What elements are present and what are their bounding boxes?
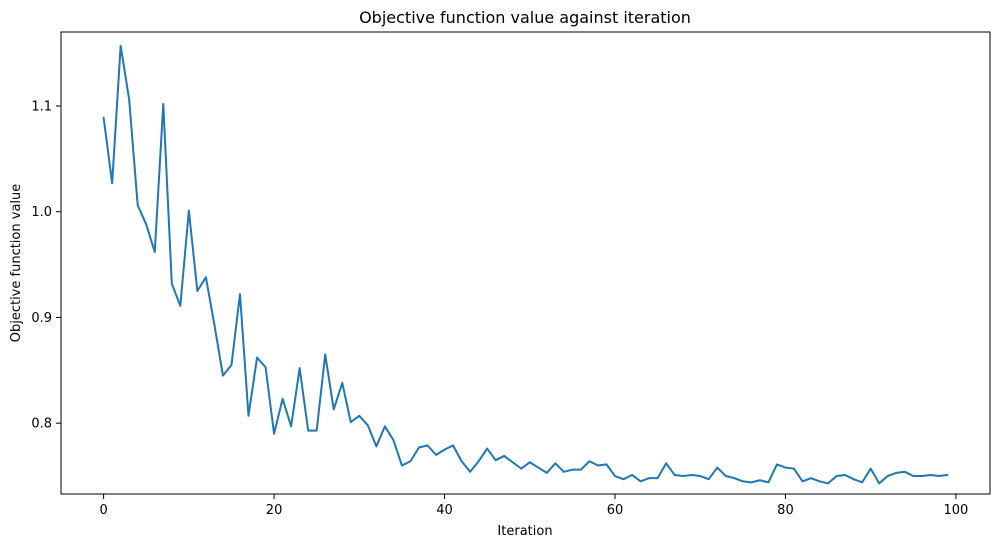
x-tick-label: 40 (436, 503, 453, 518)
x-tick-label: 60 (607, 503, 624, 518)
plot-area (102, 44, 949, 485)
y-tick-label: 0.9 (31, 311, 52, 326)
x-tick-label: 80 (777, 503, 794, 518)
x-tick-label: 100 (943, 503, 968, 518)
series-line-objective (102, 44, 949, 485)
x-tick-label: 0 (99, 503, 107, 518)
y-tick-label: 1.1 (31, 100, 52, 115)
y-tick-label: 1.0 (31, 205, 52, 220)
x-axis: 0 20 40 60 80 100 (99, 494, 968, 518)
axes-frame (60, 31, 991, 495)
chart-title: Objective function value against iterati… (359, 8, 691, 27)
x-axis-label: Iteration (497, 524, 552, 539)
x-tick-label: 20 (266, 503, 283, 518)
y-tick-label: 0.8 (31, 417, 52, 432)
y-axis-label: Objective function value (9, 184, 24, 343)
y-axis: 0.8 0.9 1.0 1.1 (31, 100, 61, 432)
